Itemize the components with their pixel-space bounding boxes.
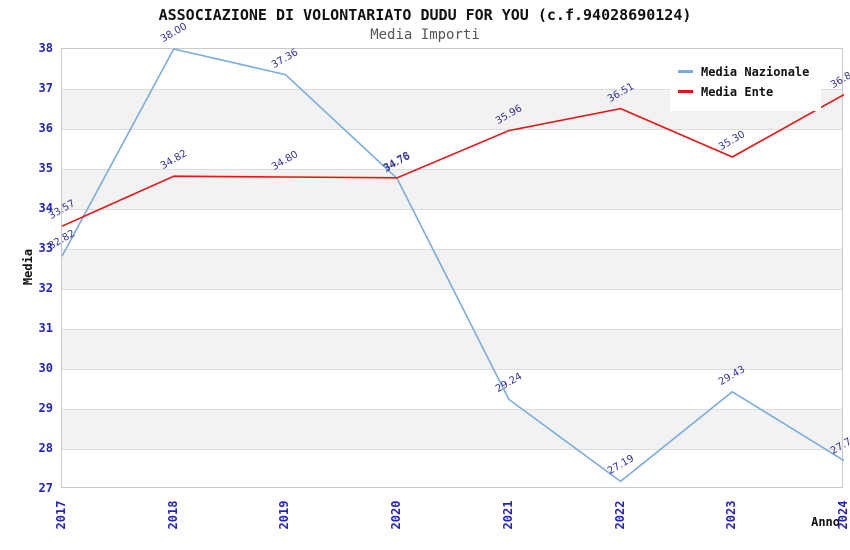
gridline — [62, 89, 842, 90]
x-tick-label: 2024 — [836, 500, 850, 530]
legend-label: Media Nazionale — [701, 64, 810, 79]
x-tick-label: 2023 — [724, 500, 739, 530]
y-tick-label: 29 — [38, 401, 53, 415]
legend-item-media-ente: Media Ente — [678, 83, 809, 100]
y-tick-label: 32 — [38, 281, 53, 295]
x-tick-label: 2019 — [277, 500, 292, 530]
y-tick-label: 38 — [38, 41, 53, 55]
x-tick-label: 2020 — [389, 500, 404, 530]
y-tick-label: 37 — [38, 81, 53, 95]
grid-band — [62, 329, 842, 369]
legend: Media Nazionale Media Ente — [670, 53, 822, 111]
series-line-media-nazionale — [61, 48, 845, 483]
gridline — [62, 209, 842, 210]
gridline — [62, 329, 842, 330]
x-axis-title: Anno — [811, 515, 840, 529]
y-tick-label: 36 — [38, 121, 53, 135]
y-tick-label: 30 — [38, 361, 53, 375]
y-tick-label: 27 — [38, 481, 53, 495]
chart-subtitle: Media Importi — [370, 27, 480, 43]
gridline — [62, 449, 842, 450]
chart-title: ASSOCIAZIONE DI VOLONTARIATO DUDU FOR YO… — [158, 6, 692, 24]
gridline — [62, 289, 842, 290]
legend-label: Media Ente — [701, 84, 774, 99]
y-tick-label: 33 — [38, 241, 53, 255]
gridline — [62, 129, 842, 130]
plot-area: 32.82 38.00 37.36 34.76 29.24 27.19 29.43 27.71… — [47, 21, 850, 488]
grid-band — [62, 409, 842, 449]
gridline — [62, 369, 842, 370]
x-tick-label: 2022 — [612, 500, 627, 530]
gridline — [62, 409, 842, 410]
legend-item-media-nazionale: Media Nazionale — [678, 63, 809, 80]
y-tick-label: 34 — [38, 201, 53, 215]
gridline — [62, 169, 842, 170]
media-nazionale-line-swatch-icon — [678, 70, 693, 73]
media-ente-line-swatch-icon — [678, 90, 693, 93]
series-lines — [61, 48, 845, 483]
y-tick-label: 31 — [38, 321, 53, 335]
series-line-media-ente — [61, 93, 845, 227]
gridline — [62, 249, 842, 250]
x-tick-label: 2021 — [500, 500, 515, 530]
y-tick-label: 35 — [38, 161, 53, 175]
x-tick-label: 2017 — [54, 500, 68, 530]
y-tick-label: 28 — [38, 441, 53, 455]
grid-band — [62, 249, 842, 289]
x-tick-label: 2018 — [165, 500, 180, 530]
